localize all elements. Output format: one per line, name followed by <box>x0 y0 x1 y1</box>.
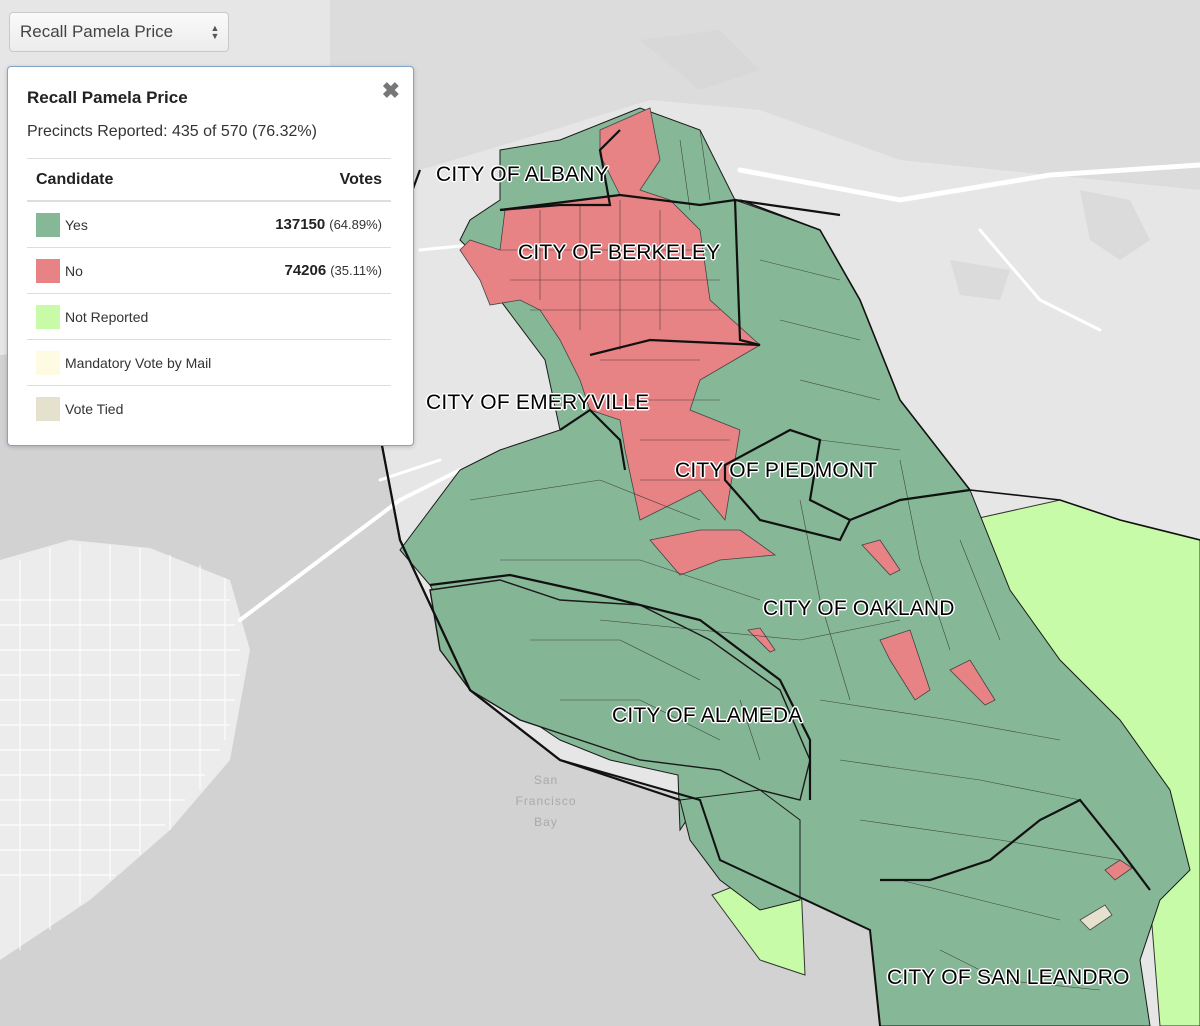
results-table-header: Candidate Votes <box>27 158 391 202</box>
city-label-berkeley: CITY OF BERKELEY <box>518 241 721 264</box>
legend-label-not-reported: Not Reported <box>65 308 149 325</box>
city-label-albany: CITY OF ALBANY <box>436 163 609 186</box>
close-icon[interactable]: ✖ <box>381 78 400 103</box>
yes-precincts-alameda <box>429 579 811 801</box>
legend-swatch-vote-tied <box>36 397 60 421</box>
legend-row-vote-tied: Vote Tied <box>27 386 391 432</box>
terrain-shading <box>640 30 1150 300</box>
legend-label-no: No <box>65 262 83 279</box>
no-precincts-oakland-c <box>949 659 996 706</box>
north-bay-water <box>330 0 1200 330</box>
no-precincts-berkeley <box>459 107 761 521</box>
water-label: San Francisco Bay <box>506 770 586 833</box>
city-label-emeryville: CITY OF EMERYVILLE <box>426 391 650 414</box>
legend-swatch-yes <box>36 212 60 237</box>
votes-no: 74206 <box>284 262 327 279</box>
column-votes: Votes <box>339 170 382 188</box>
no-precincts-oakland-b <box>879 629 931 701</box>
legend-swatch-mandatory-vbm <box>36 350 60 375</box>
legend-row-not-reported: Not Reported <box>27 294 391 340</box>
no-precincts-oakland-d <box>861 539 901 576</box>
water-label-line-3: Bay <box>534 815 558 829</box>
legend-row-mandatory-vbm: Mandatory Vote by Mail <box>27 340 391 386</box>
county-border-east <box>739 199 1200 541</box>
vote-tied-precinct <box>1079 904 1113 931</box>
panel-title: Recall Pamela Price <box>27 88 188 107</box>
county-border <box>359 329 881 1026</box>
water-label-line-1: San <box>533 773 559 787</box>
legend-swatch-not-reported <box>36 304 60 329</box>
city-label-san-leandro: CITY OF SAN LEANDRO <box>887 966 1130 989</box>
yes-precincts-bay-farm <box>679 789 801 911</box>
results-table: Candidate Votes Yes 137150 (64.89%) No 7… <box>27 158 391 432</box>
legend-label-yes: Yes <box>65 216 88 233</box>
no-precincts-san-leandro <box>1104 859 1133 881</box>
city-label-oakland: CITY OF OAKLAND <box>763 597 955 620</box>
pct-yes: (64.89%) <box>329 217 382 232</box>
precinct-boundaries <box>469 129 1121 991</box>
result-row-no: No 74206 (35.11%) <box>27 248 391 294</box>
precincts-reported: Precincts Reported: 435 of 570 (76.32%) <box>27 123 317 140</box>
contest-select-value: Recall Pamela Price <box>20 22 174 41</box>
city-label-alameda: CITY OF ALAMEDA <box>612 704 803 727</box>
city-label-piedmont: CITY OF PIEDMONT <box>675 459 878 482</box>
select-arrows-icon: ▲ ▼ <box>210 23 220 41</box>
column-candidate: Candidate <box>36 170 114 188</box>
legend-label-vote-tied: Vote Tied <box>65 401 124 417</box>
sf-street-grid <box>0 545 240 950</box>
no-precincts-oakland-e <box>747 627 776 653</box>
pct-no: (35.11%) <box>330 263 382 278</box>
result-row-yes: Yes 137150 (64.89%) <box>27 202 391 248</box>
results-panel: Recall Pamela Price ✖ Precincts Reported… <box>7 66 414 446</box>
water-label-line-2: Francisco <box>515 794 577 808</box>
contest-select[interactable]: Recall Pamela Price ▲ ▼ <box>9 12 229 52</box>
legend-swatch-no <box>36 258 60 283</box>
bay-water <box>0 330 900 1026</box>
legend-label-mandatory-vbm: Mandatory Vote by Mail <box>65 354 212 371</box>
no-precincts-oakland-a <box>649 529 777 576</box>
votes-yes: 137150 <box>275 216 326 233</box>
